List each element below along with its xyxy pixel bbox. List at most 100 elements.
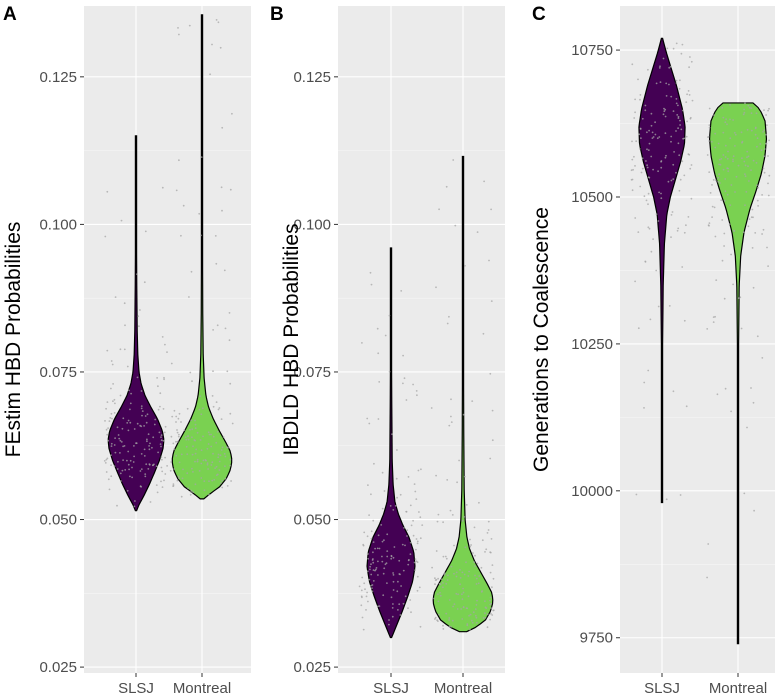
jitter-point [476,562,479,565]
jitter-point [211,479,214,482]
jitter-point [657,170,659,173]
jitter-point [439,591,441,594]
jitter-point [127,419,130,422]
jitter-point [104,420,106,422]
jitter-point [639,98,641,101]
jitter-point [744,175,747,178]
y-tick-label: 0.100 [293,216,331,233]
jitter-point [152,464,154,467]
jitter-point [133,445,135,447]
jitter-point [752,401,755,404]
y-tick-label: 0.050 [293,512,331,529]
jitter-point [117,460,119,463]
jitter-point [219,482,222,485]
jitter-point [223,452,226,455]
jitter-point [362,544,365,547]
jitter-point [392,580,395,583]
jitter-point [664,156,667,159]
jitter-point [367,484,369,486]
violin-montreal [432,155,494,633]
jitter-point [360,595,363,598]
jitter-point [453,544,455,547]
jitter-point [490,612,492,615]
jitter-point [377,605,379,608]
jitter-point [677,127,679,130]
jitter-point [748,106,751,109]
jitter-point [136,422,139,425]
jitter-point [675,98,678,100]
jitter-point [412,519,414,522]
jitter-point [712,179,715,181]
jitter-point [729,137,732,140]
jitter-point [129,459,132,462]
jitter-point [200,449,203,452]
jitter-point [159,443,162,445]
jitter-point [370,283,373,286]
jitter-point [673,151,675,153]
jitter-point [212,405,215,408]
jitter-point [368,422,371,425]
jitter-point [145,463,148,466]
jitter-point [215,465,218,468]
jitter-point [119,394,122,397]
jitter-point [490,538,493,540]
jitter-point [386,550,389,552]
jitter-point [484,612,486,615]
jitter-point [394,505,397,507]
jitter-point [141,414,143,417]
jitter-point [407,476,410,478]
jitter-point [654,121,656,124]
jitter-point [747,104,750,107]
jitter-point [229,382,232,385]
jitter-point [486,613,489,616]
jitter-point [208,480,210,483]
jitter-point [389,505,392,507]
x-tick-label-slsj: SLSJ [644,680,680,697]
jitter-point [755,162,758,164]
jitter-point [727,150,729,153]
jitter-point [372,519,375,522]
jitter-point [231,422,234,425]
jitter-point [634,280,636,283]
jitter-point [128,468,131,471]
jitter-point [160,466,163,469]
jitter-point [750,216,753,219]
jitter-point [176,431,179,434]
jitter-point [668,83,670,86]
jitter-point [630,169,633,172]
jitter-point [384,334,387,337]
jitter-point [646,164,648,167]
jitter-point [437,593,439,596]
jitter-point [763,109,765,111]
jitter-point [206,463,209,466]
jitter-point [632,168,634,171]
jitter-point [462,587,464,590]
jitter-point [405,510,408,513]
jitter-point [744,102,746,105]
jitter-point [226,485,229,487]
jitter-point [160,434,163,436]
jitter-point [378,605,381,607]
jitter-point [231,112,233,115]
jitter-point [442,521,444,524]
jitter-point [122,459,124,461]
jitter-point [670,214,673,216]
jitter-point [164,425,167,428]
jitter-point [162,408,165,410]
jitter-point [750,112,753,115]
jitter-point [223,269,226,272]
jitter-point [746,426,748,429]
jitter-point [143,448,146,451]
panel-label: A [3,4,17,25]
jitter-point [762,167,765,170]
jitter-point [664,108,667,111]
jitter-point [418,511,420,513]
jitter-point [648,176,651,179]
jitter-point [641,167,644,170]
jitter-point [647,192,650,195]
jitter-point [714,315,716,318]
x-tick-label-slsj: SLSJ [118,680,154,697]
jitter-point [679,178,682,181]
jitter-point [106,349,109,352]
jitter-point [434,583,436,586]
